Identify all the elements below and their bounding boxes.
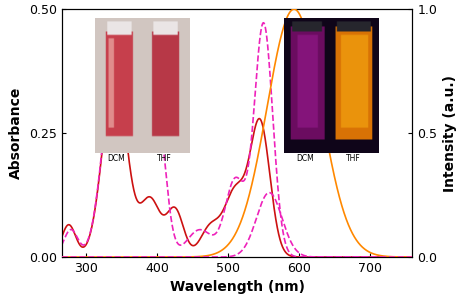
Text: DCM: DCM xyxy=(107,154,125,163)
Text: THF: THF xyxy=(156,154,172,163)
Y-axis label: Absorbance: Absorbance xyxy=(9,87,23,179)
Y-axis label: Intensity (a.u.): Intensity (a.u.) xyxy=(443,75,457,192)
Text: THF: THF xyxy=(346,154,361,163)
X-axis label: Wavelength (nm): Wavelength (nm) xyxy=(170,281,304,294)
Text: DCM: DCM xyxy=(296,154,314,163)
